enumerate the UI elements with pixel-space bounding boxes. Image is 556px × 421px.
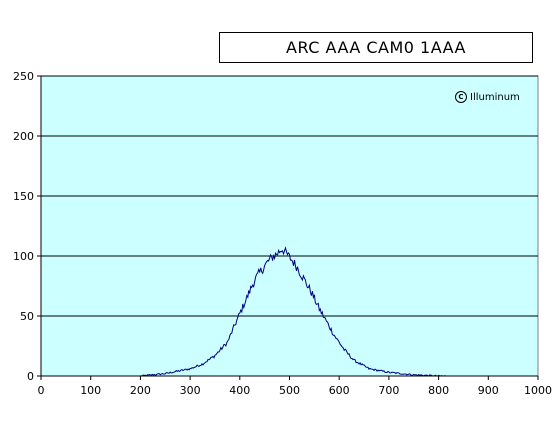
- x-tick-labels: 0 100 200 300 400 500 600 700 800 900 1000: [38, 384, 553, 397]
- y-tick-label-150: 150: [13, 190, 34, 203]
- x-tick-label-800: 800: [428, 384, 449, 397]
- x-tick-label-200: 200: [130, 384, 151, 397]
- y-tick-label-100: 100: [13, 250, 34, 263]
- series-layer: [140, 246, 446, 377]
- x-tick-label-0: 0: [38, 384, 45, 397]
- watermark: C Illuminum: [455, 89, 520, 105]
- y-tick-label-50: 50: [20, 310, 34, 323]
- y-tick-label-0: 0: [27, 370, 34, 383]
- series-line: [140, 246, 446, 377]
- x-tick-label-1000: 1000: [524, 384, 552, 397]
- y-tick-labels: 0 50 100 150 200 250: [13, 70, 34, 383]
- x-tick-label-900: 900: [478, 384, 499, 397]
- x-tick-label-500: 500: [279, 384, 300, 397]
- x-tick-label-400: 400: [229, 384, 250, 397]
- watermark-label: Illuminum: [470, 91, 520, 103]
- x-tick-label-100: 100: [80, 384, 101, 397]
- axes: [37, 75, 539, 380]
- plot-area: [40, 75, 539, 377]
- x-tick-label-700: 700: [378, 384, 399, 397]
- y-tick-label-200: 200: [13, 130, 34, 143]
- c-circle-icon: C: [455, 91, 467, 103]
- y-tick-label-250: 250: [13, 70, 34, 83]
- x-tick-label-600: 600: [329, 384, 350, 397]
- x-tick-label-300: 300: [180, 384, 201, 397]
- chart-title: ARC AAA CAM0 1AAA: [219, 32, 533, 63]
